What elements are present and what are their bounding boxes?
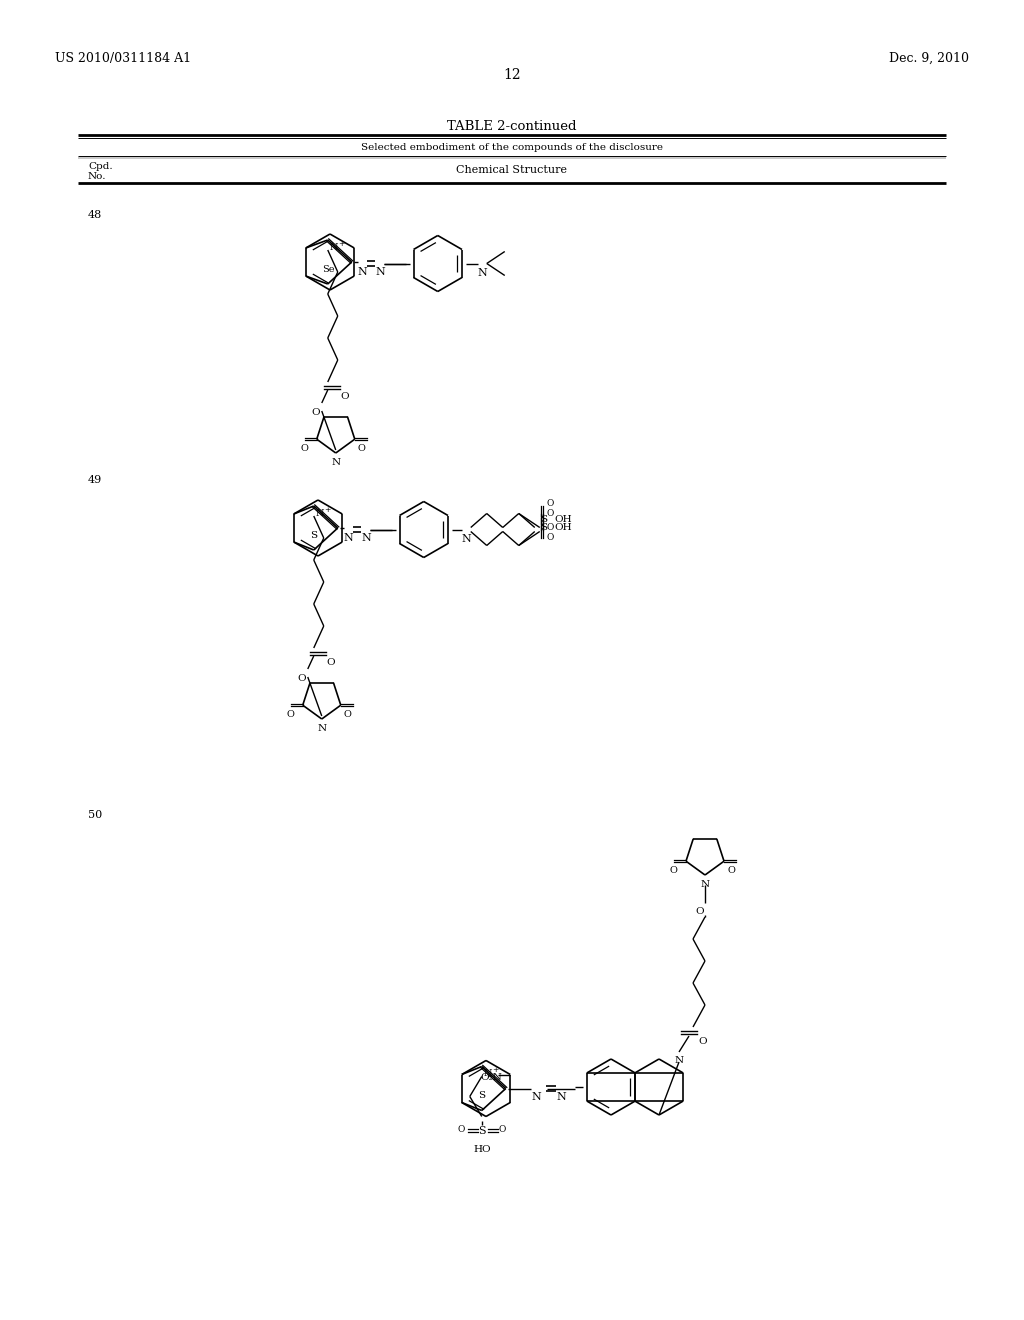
Text: 49: 49 <box>88 475 102 484</box>
Text: S: S <box>478 1092 485 1101</box>
Text: O: O <box>547 499 554 508</box>
Text: N: N <box>344 533 353 543</box>
Text: O: O <box>298 675 306 682</box>
Text: O: O <box>327 657 336 667</box>
Text: N: N <box>361 533 372 543</box>
Text: N: N <box>483 1069 493 1078</box>
Text: S: S <box>309 531 316 540</box>
Text: O: O <box>547 524 554 532</box>
Text: N: N <box>701 880 710 888</box>
Text: TABLE 2-continued: TABLE 2-continued <box>447 120 577 133</box>
Text: O: O <box>727 866 735 875</box>
Text: S: S <box>478 1126 485 1137</box>
Text: O: O <box>344 710 351 719</box>
Text: OH: OH <box>555 516 572 524</box>
Text: O: O <box>547 510 554 519</box>
Text: O: O <box>499 1125 506 1134</box>
Text: S: S <box>540 516 547 524</box>
Text: Selected embodiment of the compounds of the disclosure: Selected embodiment of the compounds of … <box>361 143 663 152</box>
Text: O: O <box>670 866 678 875</box>
Text: N: N <box>330 243 338 252</box>
Text: O: O <box>357 445 366 453</box>
Text: N: N <box>376 267 385 277</box>
Text: O₂N: O₂N <box>480 1072 502 1081</box>
Text: HO: HO <box>474 1144 492 1154</box>
Text: O: O <box>695 907 703 916</box>
Text: N: N <box>317 723 327 733</box>
Text: O: O <box>547 532 554 541</box>
Text: O: O <box>287 710 295 719</box>
Text: 50: 50 <box>88 810 102 820</box>
Text: O: O <box>301 445 308 453</box>
Text: N: N <box>332 458 341 467</box>
Text: US 2010/0311184 A1: US 2010/0311184 A1 <box>55 51 191 65</box>
Text: N: N <box>531 1092 541 1102</box>
Text: +: + <box>338 240 344 248</box>
Text: OH: OH <box>555 524 572 532</box>
Text: +: + <box>324 506 330 513</box>
Text: N: N <box>357 267 368 277</box>
Text: Se: Se <box>322 265 334 275</box>
Text: S: S <box>540 524 547 532</box>
Text: Cpd.: Cpd. <box>88 162 113 172</box>
Text: N: N <box>675 1056 684 1065</box>
Text: O: O <box>458 1125 465 1134</box>
Text: No.: No. <box>88 172 106 181</box>
Text: N: N <box>556 1092 565 1102</box>
Text: N: N <box>315 510 325 517</box>
Text: 48: 48 <box>88 210 102 220</box>
Text: O: O <box>341 392 349 401</box>
Text: +: + <box>492 1067 498 1074</box>
Text: O: O <box>698 1038 707 1045</box>
Text: Chemical Structure: Chemical Structure <box>457 165 567 176</box>
Text: Dec. 9, 2010: Dec. 9, 2010 <box>889 51 969 65</box>
Text: N: N <box>478 268 487 279</box>
Text: O: O <box>311 408 321 417</box>
Text: N: N <box>462 535 471 544</box>
Text: 12: 12 <box>503 69 521 82</box>
